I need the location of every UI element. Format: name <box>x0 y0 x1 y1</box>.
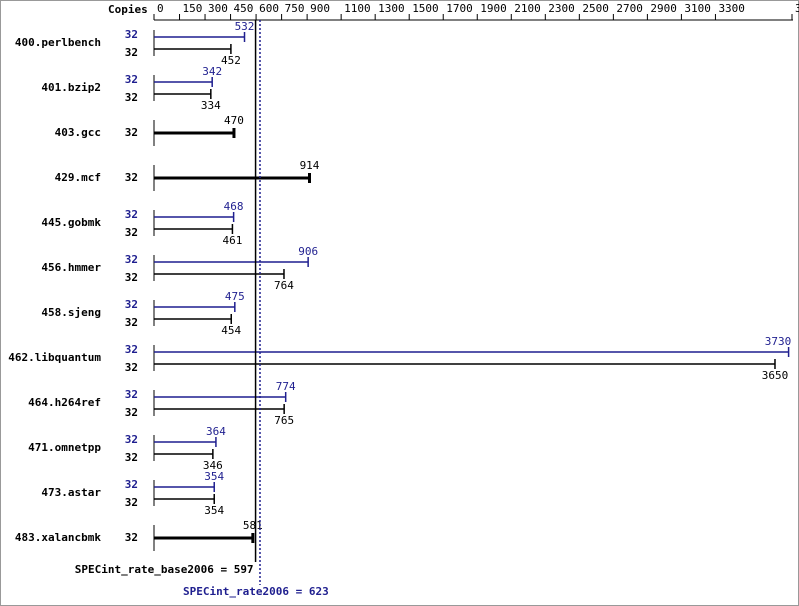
benchmark-label: 464.h264ref <box>28 396 101 409</box>
axis-title: Copies <box>108 3 148 16</box>
copies: 32 <box>125 208 138 221</box>
x-tick-label: 750 <box>285 2 305 15</box>
x-tick-label: 3300 <box>718 2 745 15</box>
bar <box>154 257 309 267</box>
value-label: 914 <box>300 159 320 172</box>
x-tick-label: 450 <box>234 2 254 15</box>
x-tick-label: 3100 <box>684 2 711 15</box>
value-label: 906 <box>298 245 318 258</box>
x-tick-label: 1300 <box>378 2 405 15</box>
copies: 32 <box>125 316 138 329</box>
value-label: 346 <box>203 459 223 472</box>
benchmark-label: 429.mcf <box>55 171 101 184</box>
x-tick-label: 900 <box>310 2 330 15</box>
bar <box>154 224 234 234</box>
value-label: 470 <box>224 114 244 127</box>
x-tick-label: 300 <box>208 2 228 15</box>
copies: 32 <box>125 46 138 59</box>
value-label: 468 <box>224 200 244 213</box>
benchmark-label: 403.gcc <box>55 126 101 139</box>
copies: 32 <box>125 361 138 374</box>
bar <box>154 437 217 447</box>
benchmark-label: 445.gobmk <box>41 216 101 229</box>
bar <box>154 32 246 42</box>
bar <box>154 533 255 543</box>
copies: 32 <box>125 126 138 139</box>
x-tick-label: 2300 <box>548 2 575 15</box>
value-label: 764 <box>274 279 294 292</box>
copies: 32 <box>125 433 138 446</box>
bar <box>154 404 285 414</box>
copies: 32 <box>125 406 138 419</box>
copies: 32 <box>125 28 138 41</box>
value-label: 774 <box>276 380 296 393</box>
bar <box>154 44 232 54</box>
copies: 32 <box>125 478 138 491</box>
reference-label: SPECint_rate_base2006 = 597 <box>75 563 254 576</box>
bar <box>154 314 232 324</box>
bar <box>154 482 215 492</box>
value-label: 364 <box>206 425 226 438</box>
copies: 32 <box>125 171 138 184</box>
bar <box>154 173 312 183</box>
copies: 32 <box>125 388 138 401</box>
bar <box>154 269 285 279</box>
bar <box>154 392 287 402</box>
bar <box>154 212 235 222</box>
copies: 32 <box>125 271 138 284</box>
x-tick-label: 1900 <box>480 2 507 15</box>
x-tick-label: 2700 <box>616 2 643 15</box>
bar <box>154 494 215 504</box>
value-label: 354 <box>204 504 224 517</box>
bar <box>154 359 776 369</box>
copies: 32 <box>125 496 138 509</box>
copies: 32 <box>125 451 138 464</box>
bar <box>154 77 213 87</box>
value-label: 454 <box>221 324 241 337</box>
benchmark-label: 458.sjeng <box>41 306 101 319</box>
x-tick-label: 2900 <box>650 2 677 15</box>
x-tick-label: 2100 <box>514 2 541 15</box>
bar <box>154 449 214 459</box>
value-label: 342 <box>202 65 222 78</box>
bar <box>154 302 236 312</box>
benchmark-label: 400.perlbench <box>15 36 101 49</box>
benchmark-label: 483.xalancbmk <box>15 531 101 544</box>
copies: 32 <box>125 226 138 239</box>
value-label: 334 <box>201 99 221 112</box>
reference-label: SPECint_rate2006 = 623 <box>183 585 329 598</box>
value-label: 3730 <box>765 335 792 348</box>
benchmark-label: 462.libquantum <box>8 351 101 364</box>
value-label: 452 <box>221 54 241 67</box>
copies: 32 <box>125 253 138 266</box>
value-label: 461 <box>222 234 242 247</box>
bar <box>154 128 236 138</box>
value-label: 354 <box>204 470 224 483</box>
bar <box>154 89 212 99</box>
value-label: 475 <box>225 290 245 303</box>
x-tick-label: 3750 <box>795 2 799 15</box>
copies: 32 <box>125 343 138 356</box>
x-tick-label: 1100 <box>344 2 371 15</box>
benchmark-label: 473.astar <box>41 486 101 499</box>
benchmark-label: 401.bzip2 <box>41 81 101 94</box>
value-label: 532 <box>235 20 255 33</box>
copies: 32 <box>125 91 138 104</box>
value-label: 581 <box>243 519 263 532</box>
x-tick-label: 150 <box>183 2 203 15</box>
x-tick-label: 1700 <box>446 2 473 15</box>
benchmark-label: 456.hmmer <box>41 261 101 274</box>
x-tick-label: 2500 <box>582 2 609 15</box>
x-tick-label: 1500 <box>412 2 439 15</box>
x-tick-label: 600 <box>259 2 279 15</box>
benchmark-label: 471.omnetpp <box>28 441 101 454</box>
copies: 32 <box>125 73 138 86</box>
copies: 32 <box>125 531 138 544</box>
x-tick-label: 0 <box>157 2 164 15</box>
value-label: 3650 <box>762 369 789 382</box>
value-label: 765 <box>274 414 294 427</box>
copies: 32 <box>125 298 138 311</box>
